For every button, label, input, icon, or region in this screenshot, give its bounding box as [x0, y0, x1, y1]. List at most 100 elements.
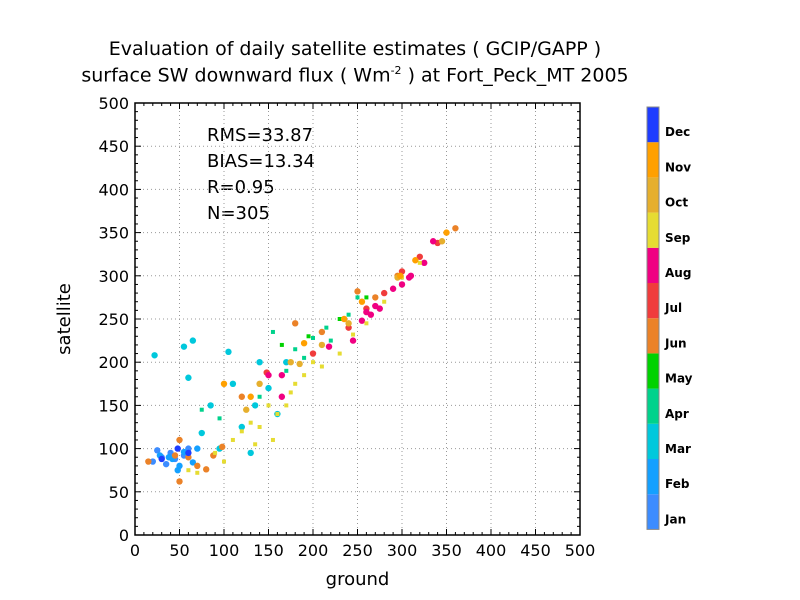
legend-swatch: [647, 423, 659, 459]
x-tick-label: 300: [387, 541, 418, 560]
data-point: [337, 351, 342, 356]
data-point: [288, 390, 293, 395]
data-point: [194, 445, 201, 452]
data-point: [284, 403, 289, 408]
x-tick-label: 0: [130, 541, 140, 560]
data-point: [278, 371, 286, 379]
data-point: [417, 260, 422, 265]
data-point: [405, 274, 413, 281]
y-tick-label: 350: [98, 224, 129, 243]
data-point: [195, 470, 200, 475]
data-point: [319, 364, 324, 369]
data-point: [265, 384, 272, 392]
data-point: [302, 355, 307, 360]
data-point: [345, 320, 352, 327]
legend-swatch: [647, 353, 659, 389]
data-point: [452, 225, 459, 232]
data-point: [266, 403, 271, 408]
legend-label: Mar: [665, 442, 691, 456]
data-point: [247, 393, 254, 400]
data-point: [180, 343, 188, 350]
data-point: [311, 360, 315, 365]
legend-swatch: [647, 212, 659, 248]
chart-title-line2-part-b: ) at Fort_Peck_MT 2005: [401, 64, 629, 87]
y-tick-label: 50: [109, 483, 129, 502]
data-point: [194, 462, 201, 470]
data-point: [325, 343, 333, 350]
data-point: [296, 360, 303, 368]
data-point: [158, 455, 165, 463]
data-point: [176, 478, 183, 485]
legend-swatch: [647, 177, 659, 213]
data-point: [238, 393, 245, 400]
data-point: [355, 295, 360, 300]
chart-title-line2: surface SW downward flux ( Wm-2 ) at For…: [0, 64, 755, 86]
data-point: [438, 238, 446, 245]
legend-label: Dec: [665, 125, 690, 139]
data-point: [337, 317, 342, 321]
data-point: [443, 229, 450, 236]
y-tick-labels: 0 50 100 150 200 250 300 350 400 450 500: [98, 94, 580, 545]
y-tick-label: 250: [98, 310, 129, 329]
data-point: [213, 450, 218, 455]
data-point: [318, 341, 326, 349]
x-tick-label: 450: [520, 541, 551, 560]
data-point: [279, 342, 284, 347]
data-point: [149, 458, 156, 465]
data-point: [397, 272, 404, 279]
x-tick-label: 100: [209, 541, 240, 560]
legend-swatch: [647, 247, 659, 283]
data-point: [230, 437, 235, 442]
data-point: [382, 299, 387, 304]
data-point: [293, 381, 298, 386]
legend-label: Jan: [664, 512, 686, 526]
x-tick-label: 250: [342, 541, 373, 560]
y-tick-label: 300: [98, 267, 129, 286]
data-point: [389, 285, 397, 292]
data-point: [185, 374, 192, 381]
data-point: [165, 454, 173, 461]
data-point: [283, 359, 290, 366]
grid-lines: [134, 102, 581, 536]
legend-label: Aug: [665, 266, 691, 280]
data-point: [278, 393, 286, 400]
data-point: [364, 295, 369, 300]
data-point: [222, 459, 226, 464]
data-point: [300, 339, 308, 347]
data-point: [324, 325, 329, 330]
data-point: [176, 436, 183, 444]
data-point: [311, 336, 315, 341]
data-point: [302, 373, 307, 378]
data-point: [238, 423, 245, 431]
x-tick-label: 50: [169, 541, 189, 560]
data-point: [225, 348, 232, 356]
data-point: [199, 407, 204, 412]
chart-title-line2-part-a: surface SW downward flux ( Wm: [81, 64, 391, 87]
legend-swatch: [647, 283, 659, 319]
data-point: [306, 334, 311, 339]
data-point: [256, 380, 263, 387]
x-tick-label: 200: [298, 541, 329, 560]
data-point: [203, 466, 210, 473]
data-point: [376, 305, 383, 312]
data-point: [248, 420, 253, 425]
stat-bias: BIAS=13.34: [207, 151, 316, 172]
stat-n: N=305: [207, 203, 270, 224]
y-axis-label: satellite: [54, 283, 75, 355]
data-point: [186, 468, 191, 473]
data-point: [309, 350, 317, 357]
data-point: [189, 337, 197, 344]
x-tick-label: 500: [565, 541, 596, 560]
legend-label: Apr: [665, 407, 689, 421]
data-point: [398, 281, 406, 288]
data-point: [318, 328, 326, 336]
data-point: [358, 298, 366, 305]
legend-swatch: [647, 494, 659, 530]
data-point: [253, 442, 258, 447]
data-point: [293, 347, 298, 352]
data-point: [292, 320, 299, 327]
data-point: [270, 437, 275, 442]
x-tick-labels: 0 50 100 150 200 250 300 350 400 450 500: [130, 103, 595, 560]
data-point: [154, 447, 161, 454]
